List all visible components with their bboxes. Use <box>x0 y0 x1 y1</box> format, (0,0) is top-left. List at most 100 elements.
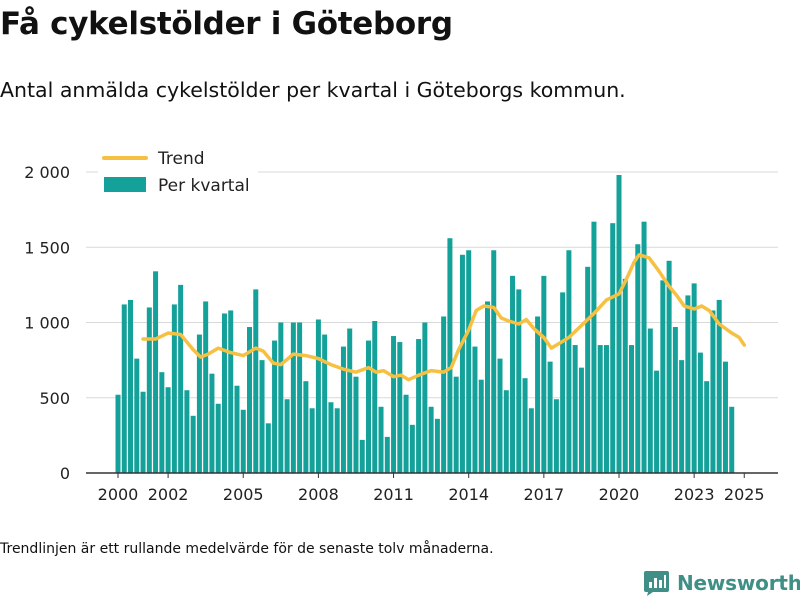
bar <box>622 278 628 473</box>
bar <box>597 345 603 473</box>
bar <box>272 340 278 473</box>
page-title: Få cykelstölder i Göteborg <box>0 6 453 42</box>
page-subtitle: Antal anmälda cykelstölder per kvartal i… <box>0 78 626 102</box>
x-tick-label: 2002 <box>148 485 189 504</box>
bar <box>466 250 472 473</box>
bar <box>171 304 177 473</box>
bar <box>165 387 171 473</box>
bar <box>278 322 284 473</box>
x-tick-label: 2000 <box>98 485 139 504</box>
chart-logo-icon <box>644 571 669 596</box>
bar <box>566 250 572 473</box>
bar <box>121 304 127 473</box>
bar <box>453 376 459 473</box>
bar <box>491 250 497 473</box>
footnote: Trendlinjen är ett rullande medelvärde f… <box>0 541 494 557</box>
bar <box>190 415 196 473</box>
bar <box>178 284 184 474</box>
bar <box>516 289 522 473</box>
bar <box>497 358 503 473</box>
bar <box>729 406 735 473</box>
bar <box>428 406 434 473</box>
bar <box>691 283 697 473</box>
bar <box>585 266 591 473</box>
legend-bar-label: Per kvartal <box>158 176 250 196</box>
bar <box>710 310 716 473</box>
bar <box>315 319 321 473</box>
bar <box>666 260 672 473</box>
bar <box>441 316 447 473</box>
bar <box>472 346 478 473</box>
legend: Trend Per kvartal <box>98 144 258 204</box>
bar <box>716 299 722 473</box>
bar <box>578 367 584 473</box>
bar <box>391 336 397 473</box>
bar <box>215 403 221 473</box>
bar <box>347 328 353 473</box>
bar <box>447 238 453 473</box>
y-tick-label: 0 <box>60 464 70 483</box>
bar <box>722 361 728 473</box>
chart: 0 500 1 000 1 500 2 000 2000 2002 2005 2008 2011 2… <box>24 144 778 504</box>
x-tick-label: 2011 <box>373 485 414 504</box>
bar <box>134 358 140 473</box>
bar <box>384 436 390 473</box>
bar <box>422 322 428 473</box>
bar <box>353 376 359 473</box>
bar <box>366 340 371 473</box>
bar <box>528 408 534 473</box>
bar <box>240 409 246 473</box>
bar <box>309 408 315 473</box>
bar <box>359 439 365 473</box>
bar <box>697 352 703 473</box>
bar <box>459 254 465 473</box>
bar <box>629 345 635 473</box>
newsworthy-logo[interactable]: Newsworthy <box>643 569 800 596</box>
bar <box>591 221 597 473</box>
bar <box>478 379 484 473</box>
bar <box>115 394 121 473</box>
bar <box>153 271 159 473</box>
bar <box>234 385 240 473</box>
x-tick-label: 2014 <box>448 485 489 504</box>
bar <box>560 292 566 473</box>
bar <box>340 346 346 473</box>
bar <box>128 299 134 473</box>
bar <box>290 322 296 473</box>
bar <box>685 295 691 473</box>
legend-bar-swatch <box>104 177 146 192</box>
bar <box>603 345 609 473</box>
bar <box>547 361 553 473</box>
bar <box>541 275 547 473</box>
bar <box>297 322 303 473</box>
x-tick-label: 2025 <box>724 485 765 504</box>
trend-line <box>141 253 746 382</box>
bar <box>434 418 440 473</box>
bar <box>572 345 578 473</box>
y-tick-label: 1 500 <box>24 238 70 257</box>
bar <box>265 423 271 473</box>
bar <box>146 307 152 473</box>
bar <box>635 244 641 473</box>
bar <box>184 390 190 473</box>
bar <box>522 378 528 473</box>
bar <box>378 406 384 473</box>
bar <box>535 316 541 473</box>
x-tick-label: 2008 <box>298 485 339 504</box>
bar <box>196 334 202 473</box>
bar <box>140 391 146 473</box>
bar <box>679 360 685 474</box>
bar <box>203 301 209 473</box>
bar <box>372 321 378 473</box>
y-tick-label: 1 000 <box>24 314 70 333</box>
brand-name: Newsworthy <box>677 570 800 595</box>
bar <box>253 289 259 473</box>
bar <box>221 313 227 473</box>
bar <box>641 221 647 473</box>
bar <box>334 408 340 473</box>
bar <box>409 424 415 473</box>
bar <box>159 372 165 473</box>
bar <box>209 373 215 473</box>
trend-series <box>141 253 746 382</box>
x-tick-label: 2017 <box>523 485 564 504</box>
